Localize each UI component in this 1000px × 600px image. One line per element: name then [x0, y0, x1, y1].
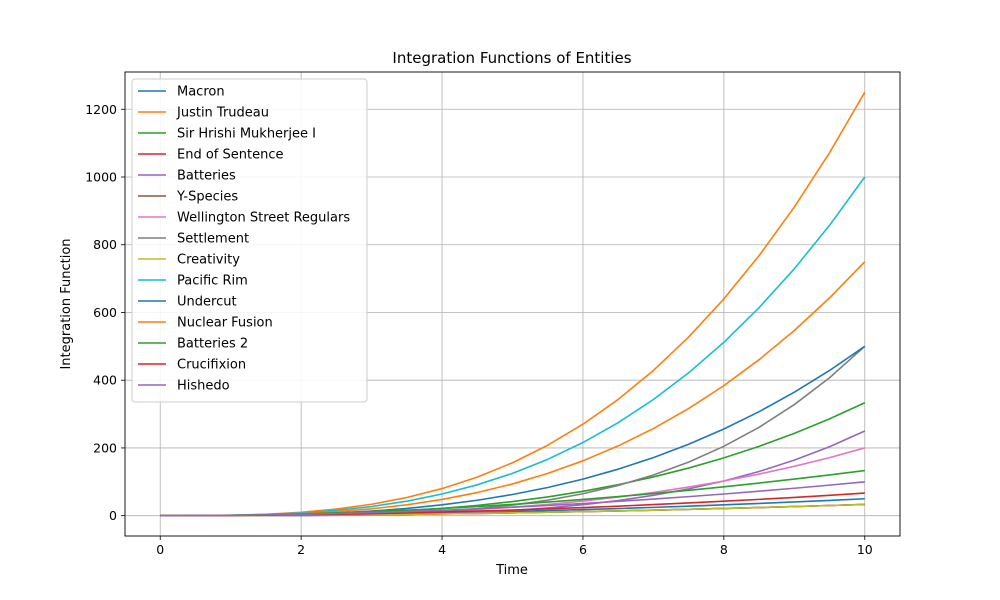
legend-label: Batteries 2 [177, 337, 248, 352]
y-tick-label: 200 [93, 440, 117, 455]
x-tick-label: 10 [857, 542, 873, 557]
legend: Macron Justin Trudeau Sir Hrishi Mukherjee… [131, 78, 368, 403]
x-tick-label: 8 [720, 542, 728, 557]
legend-item: Hishedo [138, 379, 230, 394]
legend-label: Macron [177, 85, 225, 100]
legend-item: Nuclear Fusion [138, 316, 273, 331]
legend-label: Sir Hrishi Mukherjee I [177, 127, 316, 142]
legend-item: Sir Hrishi Mukherjee I [138, 127, 316, 142]
legend-item: Settlement [138, 232, 249, 247]
legend-item: Pacific Rim [138, 274, 248, 289]
x-tick-label: 2 [297, 542, 305, 557]
y-tick-label: 1000 [85, 169, 117, 184]
legend-label: Batteries [177, 169, 236, 184]
legend-item: Batteries [138, 169, 236, 184]
legend-item: Undercut [138, 295, 237, 310]
x-tick-label: 0 [156, 542, 164, 557]
axis-ticks: 0 2 4 6 8 10 0 200 400 600 800 1000 1200 [85, 102, 873, 557]
x-tick-label: 4 [438, 542, 446, 557]
legend-label: Justin Trudeau [176, 106, 269, 121]
legend-label: Hishedo [177, 379, 230, 394]
legend-item: Macron [138, 85, 225, 100]
x-axis-label: Time [495, 563, 528, 578]
legend-item: End of Sentence [138, 148, 283, 163]
series-lines [160, 91, 866, 517]
legend-label: Crucifixion [177, 358, 246, 373]
plot-area-frame [124, 71, 901, 537]
legend-label: Creativity [177, 253, 240, 268]
y-axis-label: Integration Function [59, 238, 74, 369]
legend-item: Batteries 2 [138, 337, 248, 352]
series-line-15 [160, 481, 865, 517]
y-tick-label: 600 [93, 305, 117, 320]
y-tick-label: 1200 [85, 102, 117, 117]
legend-box [131, 78, 368, 403]
legend-label: Nuclear Fusion [177, 316, 273, 331]
legend-label: Undercut [177, 295, 237, 310]
legend-label: End of Sentence [177, 148, 283, 163]
legend-item: Creativity [138, 253, 240, 268]
y-tick-label: 800 [93, 237, 117, 252]
legend-label: Settlement [177, 232, 249, 247]
legend-item: Y-Species [138, 190, 238, 205]
y-tick-label: 400 [93, 373, 117, 388]
y-tick-label: 0 [109, 508, 117, 523]
x-tick-label: 6 [579, 542, 587, 557]
chart-title: Integration Functions of Entities [392, 49, 631, 67]
legend-label: Y-Species [176, 190, 238, 205]
legend-item: Justin Trudeau [138, 106, 269, 121]
legend-item: Wellington Street Regulars [138, 211, 350, 226]
legend-label: Pacific Rim [177, 274, 248, 289]
legend-item: Crucifixion [138, 358, 246, 373]
legend-label: Wellington Street Regulars [177, 211, 350, 226]
